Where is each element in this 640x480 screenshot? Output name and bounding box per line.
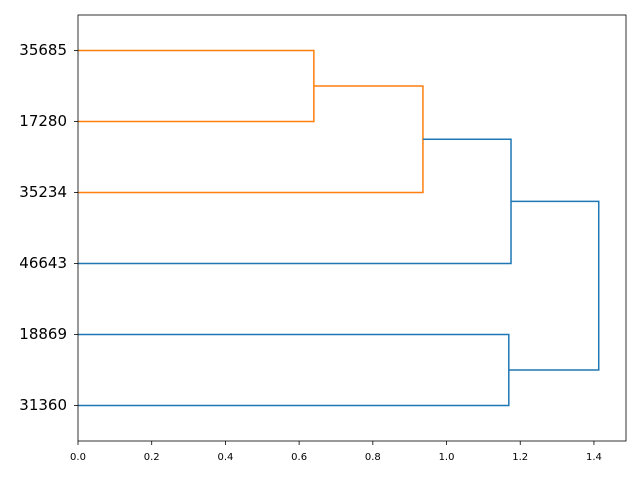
x-tick-label: 1.0 [439, 452, 455, 463]
link [78, 49, 315, 123]
x-tick-label: 0.4 [217, 452, 233, 463]
leaf-label: 17280 [19, 112, 67, 130]
leaf-label: 18869 [19, 325, 67, 343]
plot-frame [77, 14, 627, 442]
x-tick-label: 0.8 [365, 452, 381, 463]
x-tick-label: 0.6 [291, 452, 307, 463]
x-tick-label: 0.2 [144, 452, 160, 463]
link [78, 333, 510, 407]
x-tick-label: 0.0 [70, 452, 86, 463]
leaf-label: 46643 [19, 254, 67, 272]
link [78, 138, 512, 265]
link [508, 200, 600, 371]
leaf-label: 35685 [19, 41, 67, 59]
leaf-label: 35234 [19, 183, 67, 201]
x-tick-label: 1.2 [512, 452, 528, 463]
x-tick-label: 1.4 [586, 452, 602, 463]
link [78, 85, 424, 194]
leaf-label: 31360 [19, 396, 67, 414]
